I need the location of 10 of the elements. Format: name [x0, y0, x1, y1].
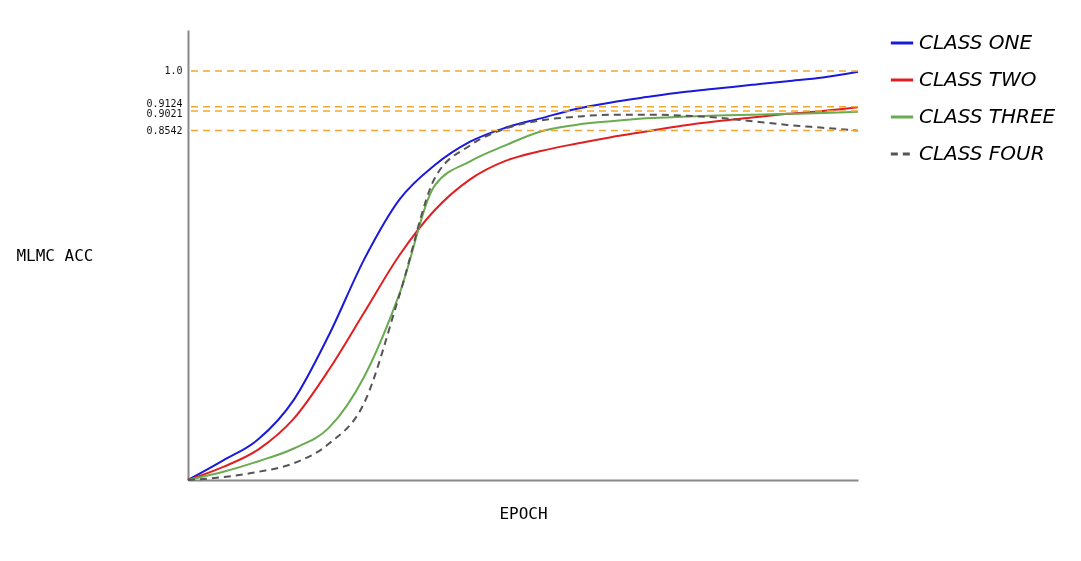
y-tick-label: 0.8542 — [146, 125, 183, 137]
y-tick-label: 1.0 — [164, 65, 183, 77]
y-tick-label: 0.9124 — [146, 98, 183, 110]
legend-label: CLASS TWO — [919, 67, 1037, 91]
y-axis-title: MLMC ACC — [16, 245, 94, 265]
legend-label: CLASS THREE — [919, 104, 1056, 128]
legend-label: CLASS FOUR — [919, 141, 1045, 165]
x-axis-title: EPOCH — [499, 503, 548, 523]
legend-label: CLASS ONE — [919, 30, 1033, 54]
y-tick-label: 0.9021 — [146, 108, 183, 120]
